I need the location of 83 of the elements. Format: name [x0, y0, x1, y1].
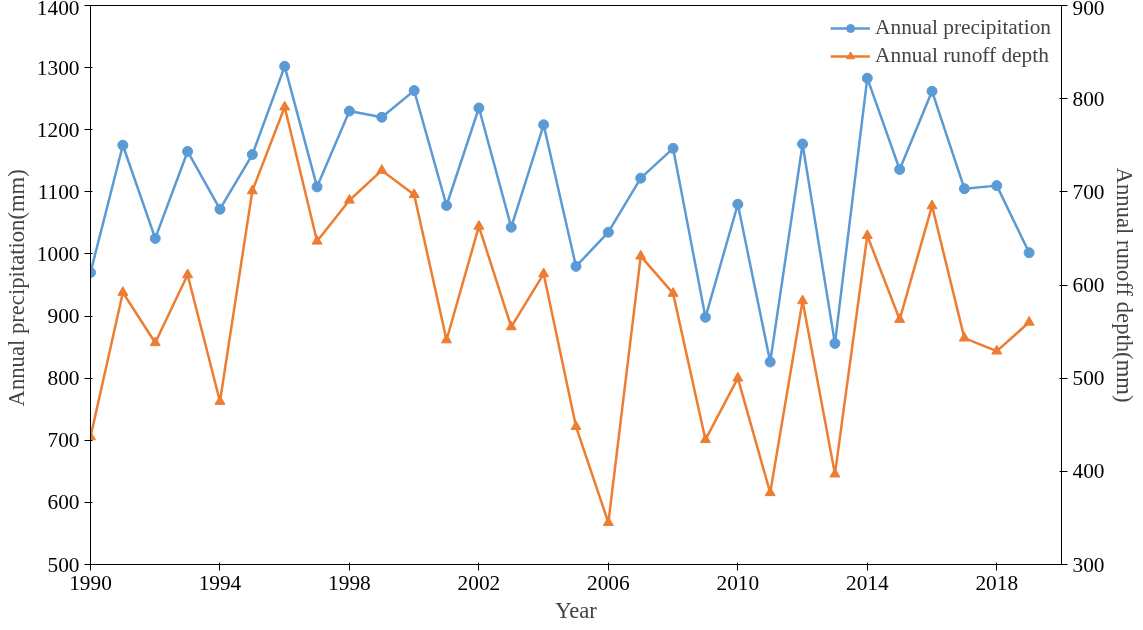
point	[667, 287, 679, 297]
y-tick-label: 800	[47, 366, 80, 391]
point	[926, 85, 938, 97]
point	[570, 260, 582, 272]
point	[182, 268, 194, 279]
point	[214, 203, 226, 215]
y2-tick-label: 900	[1072, 0, 1105, 20]
y2-axis-title: Annual runoff depth(mm)	[1112, 167, 1138, 403]
point	[861, 72, 873, 84]
point	[311, 234, 323, 245]
point	[441, 200, 453, 211]
point	[408, 85, 420, 97]
point	[505, 320, 517, 331]
point	[343, 193, 355, 204]
point	[117, 286, 129, 296]
point	[343, 105, 355, 117]
point	[505, 221, 517, 233]
point	[797, 138, 809, 150]
point	[570, 420, 582, 430]
x-tick-label: 2006	[587, 570, 631, 595]
y2-tick-label: 400	[1072, 459, 1105, 484]
y-tick-label: 1400	[36, 0, 80, 20]
point	[473, 220, 485, 230]
point	[699, 311, 711, 323]
y2-tick-label: 800	[1072, 86, 1105, 111]
y2-tick-label: 700	[1072, 179, 1105, 204]
x-tick-label: 2014	[845, 570, 889, 595]
y-tick-label: 700	[47, 428, 80, 453]
x-axis-title: Year	[555, 597, 598, 623]
point	[894, 163, 906, 175]
point	[1023, 315, 1035, 326]
x-tick-label: 2018	[975, 570, 1019, 595]
y2-tick-label: 600	[1072, 273, 1105, 297]
y-axis-title: Annual precipitation(mm)	[3, 169, 29, 407]
point	[991, 344, 1003, 355]
y-tick-label: 1200	[36, 117, 80, 142]
x-tick-label: 1998	[328, 570, 371, 595]
point	[1023, 247, 1035, 259]
point	[602, 226, 614, 238]
point	[538, 119, 550, 131]
y2-tick-label: 500	[1072, 366, 1105, 391]
y-tick-label: 500	[47, 552, 80, 577]
point	[538, 267, 550, 278]
point	[797, 294, 809, 305]
y-tick-label: 1100	[37, 179, 80, 204]
point	[764, 356, 776, 368]
point	[732, 371, 744, 382]
y-tick-label: 1300	[36, 55, 80, 80]
point	[279, 60, 291, 72]
x-tick-label: 1994	[198, 570, 242, 595]
point	[473, 102, 485, 114]
point	[149, 336, 161, 347]
point	[667, 142, 679, 154]
y-tick-label: 900	[47, 304, 80, 329]
point	[991, 180, 1003, 192]
point	[926, 199, 938, 210]
point	[246, 184, 258, 195]
point	[861, 229, 873, 240]
point	[699, 433, 711, 444]
point	[958, 183, 970, 195]
point	[279, 100, 291, 111]
point	[376, 164, 388, 174]
point	[894, 313, 906, 323]
legend-label: Annual precipitation	[875, 15, 1051, 40]
point	[182, 145, 194, 157]
point	[441, 333, 453, 344]
point	[958, 331, 970, 342]
x-tick-label: 2002	[457, 570, 501, 595]
y-tick-label: 1000	[36, 241, 80, 266]
point	[117, 139, 129, 151]
y-tick-label: 600	[47, 490, 80, 515]
x-tick-label: 2010	[716, 570, 760, 595]
point	[635, 249, 647, 260]
point	[376, 111, 388, 123]
point	[732, 198, 744, 210]
point	[311, 181, 323, 193]
point	[635, 172, 647, 184]
legend-label: Annual runoff depth	[875, 43, 1049, 68]
point	[149, 232, 161, 244]
point	[246, 149, 258, 161]
y2-tick-label: 300	[1072, 552, 1105, 577]
point	[408, 188, 420, 199]
point	[829, 337, 841, 349]
